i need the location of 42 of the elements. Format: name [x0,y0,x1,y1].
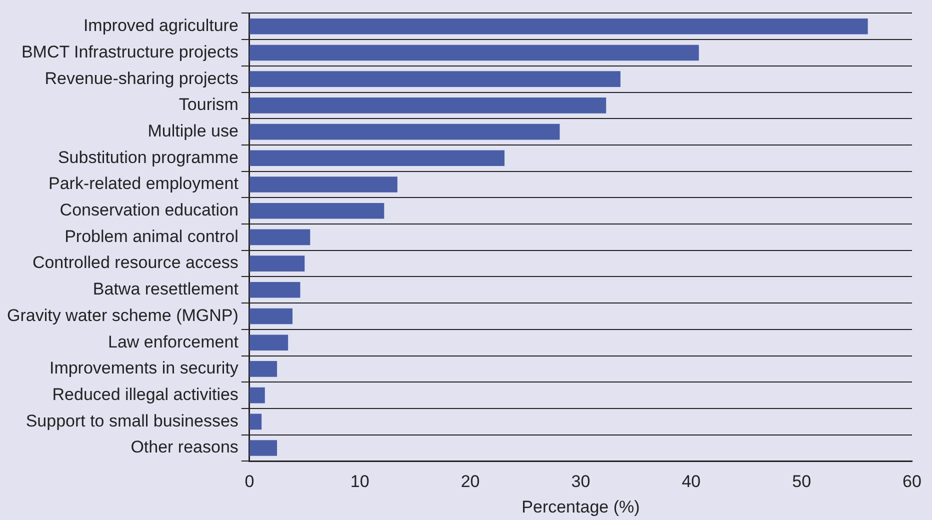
y-tick-label: Substitution programme [58,148,238,167]
y-tick-label: BMCT Infrastructure projects [21,42,238,62]
bar [249,361,278,377]
x-tick-label: 30 [571,472,590,492]
bar [249,150,505,166]
y-tick-label: Gravity water scheme (MGNP) [6,306,238,325]
bar [249,71,620,87]
y-tick-label: Park-related employment [48,174,239,194]
x-tick-label: 0 [244,472,254,492]
bar [249,202,384,219]
bar [249,176,398,192]
y-tick-label: Conservation education [60,200,238,220]
y-tick-label: Controlled resource access [32,253,238,272]
x-axis-title: Percentage (%) [522,497,640,516]
y-tick-label: Batwa resettlement [92,280,239,299]
x-tick-label: 60 [902,472,922,492]
y-tick-label: Problem animal control [64,226,238,246]
y-tick-label: Improved agriculture [83,16,238,36]
bar [249,44,699,61]
x-tick-label: 20 [460,472,480,492]
y-tick-label: Other reasons [130,438,238,457]
x-tick-label: 40 [682,472,701,492]
bar [249,414,262,430]
y-tick-label: Tourism [178,95,238,114]
bar [249,387,265,404]
bar [249,282,300,298]
y-tick-label: Law enforcement [108,332,239,352]
bar [249,98,606,114]
y-tick-label: Multiple use [148,121,238,140]
y-tick-label: Support to small businesses [26,411,238,430]
bar [249,440,278,456]
bar [249,18,868,34]
y-tick-label: Revenue-sharing projects [44,68,238,88]
x-tick-label: 10 [350,472,370,492]
bar [249,256,305,272]
y-tick-label: Reduced illegal activities [52,385,238,404]
bar [249,334,288,351]
bar [249,229,310,246]
bar [249,124,560,140]
bar [249,308,292,324]
x-tick-label: 50 [792,472,812,492]
y-tick-label: Improvements in security [49,358,239,378]
